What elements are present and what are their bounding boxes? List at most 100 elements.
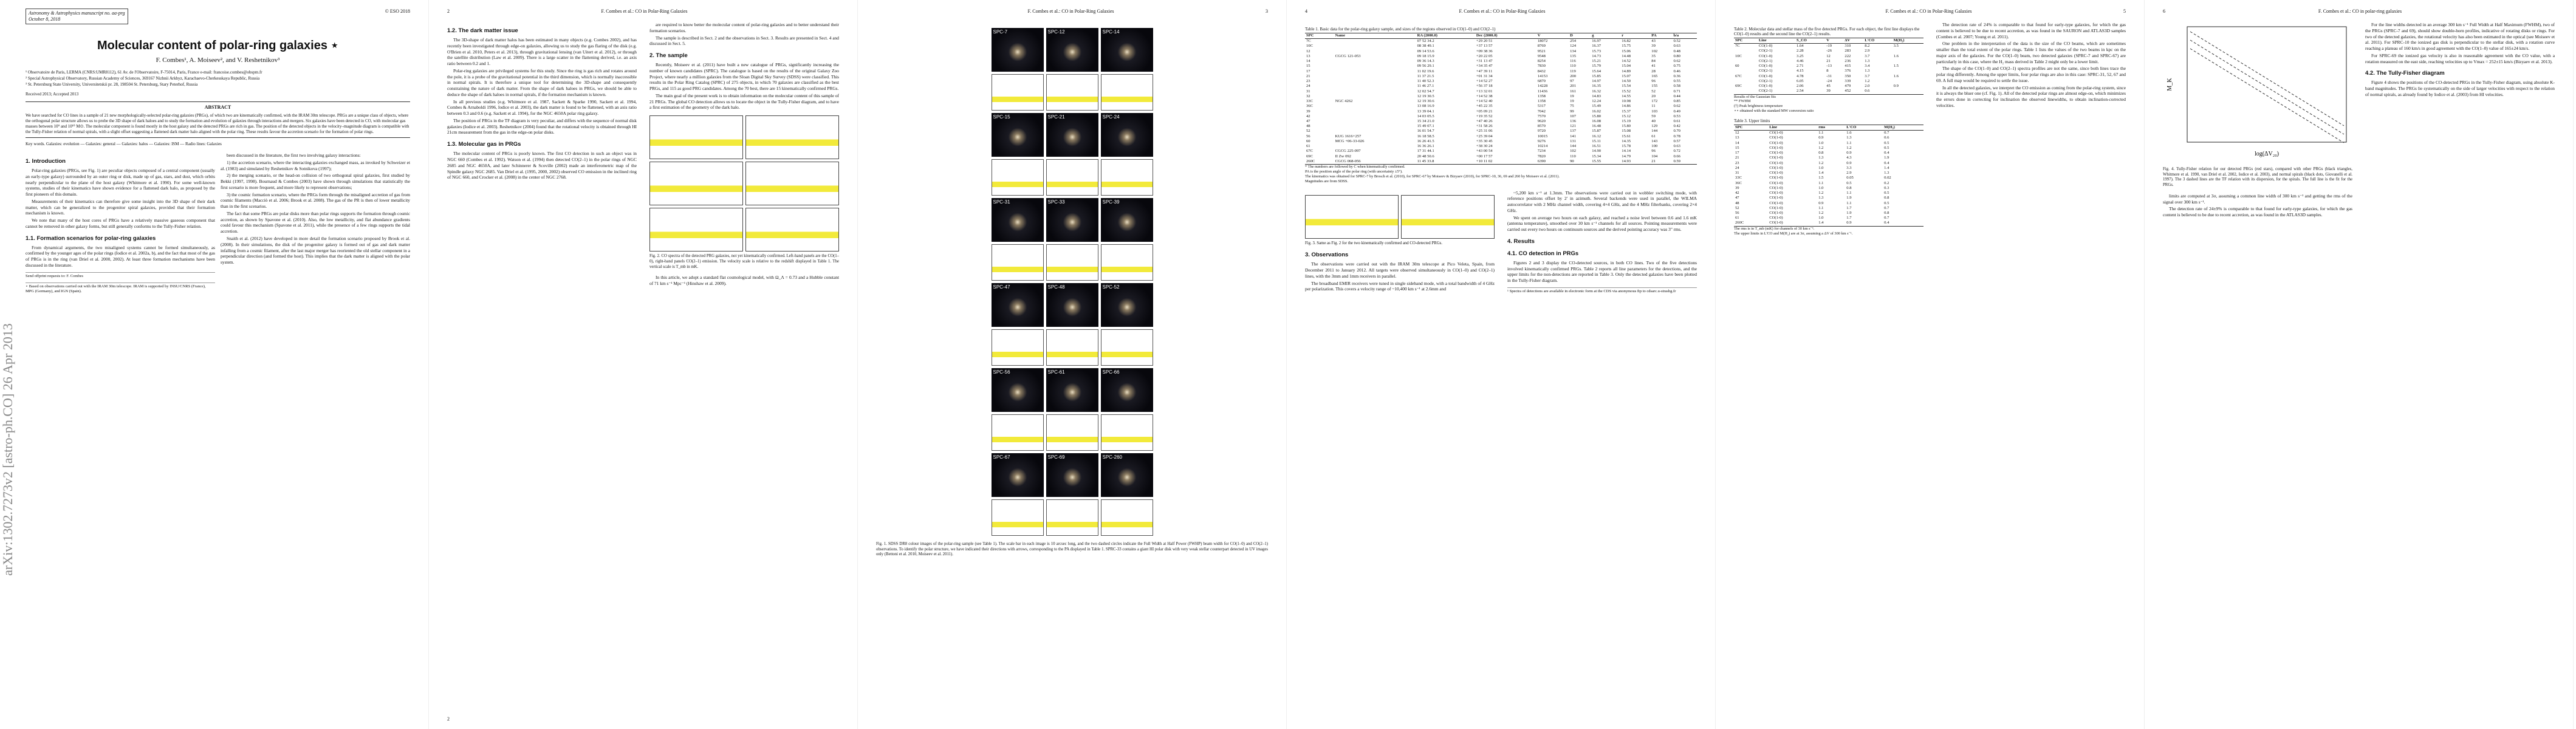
table-cell: 172 bbox=[1651, 99, 1658, 104]
spectrum-panel bbox=[1100, 414, 1153, 451]
table-cell: 24 bbox=[1735, 165, 1739, 170]
table-row: 56 KUG 1616+257 16 18 58.5 +25 39 04 10015 14… bbox=[1305, 134, 1697, 139]
column-header: r bbox=[1622, 33, 1624, 38]
table-row: 21 11 37 21.5 +01 31 34 14153 200 15.85 15.07 1… bbox=[1305, 74, 1697, 79]
table-cell: 1.3 bbox=[1818, 156, 1824, 160]
table-cell: 7830 bbox=[1537, 64, 1546, 69]
table-cell: 15.04 bbox=[1622, 64, 1631, 69]
table-cell: 200 bbox=[1570, 74, 1576, 78]
table-cell: 2.54 bbox=[1797, 89, 1804, 94]
column: For the line widths detected in an avera… bbox=[2365, 22, 2555, 219]
panel-label: SPC-21 bbox=[1047, 114, 1065, 120]
table-cell: 19 bbox=[1570, 94, 1574, 98]
table-cell: 6.05 bbox=[1797, 78, 1804, 83]
table-cell: 1.1 bbox=[1846, 140, 1852, 145]
panel-label: SPC-66 bbox=[1102, 369, 1120, 375]
table-cell: 0.9 bbox=[1846, 160, 1852, 165]
table-cell: 14.48 bbox=[1622, 53, 1631, 58]
table-cell: 0.7 bbox=[1884, 131, 1889, 135]
table-cell: 32 bbox=[1306, 94, 1310, 98]
table-row: 7C CO(1-0) 1.64 -19 310 8.2 3.5 bbox=[1734, 44, 1923, 49]
column-header: D bbox=[1570, 33, 1573, 38]
table-cell: 1.4 bbox=[1884, 165, 1889, 170]
table-cell: 15 bbox=[1735, 145, 1739, 150]
table-cell: +05 09 21 bbox=[1476, 109, 1493, 114]
table-cell: 1.0 bbox=[1818, 185, 1824, 190]
table-note: Magnitudes are from SDSS. bbox=[1305, 179, 1349, 183]
table-cell: 339 bbox=[1845, 78, 1851, 83]
table-cell: 9620 bbox=[1537, 118, 1546, 123]
table-cell: CO(1-0) bbox=[1769, 171, 1783, 176]
table-cell: 11 bbox=[1651, 104, 1656, 109]
spectrum-panel bbox=[745, 115, 839, 160]
table-row: 33C CO(1-0) 1.5 0.05 0.02 bbox=[1734, 176, 1923, 180]
section-heading: 4.1. CO detection in PRGs bbox=[1507, 250, 1579, 257]
table-row: 23 11 40 52.3 +14 52 27 6870 97 14.97 14.50 96 0… bbox=[1305, 79, 1697, 84]
table-cell: 09 14 53.6 bbox=[1417, 49, 1434, 53]
table-cell bbox=[1334, 59, 1416, 64]
table-cell: CO(1-0) bbox=[1769, 200, 1783, 205]
table-cell: +35 30 45 bbox=[1476, 139, 1493, 143]
column-header: S_CO bbox=[1797, 38, 1807, 43]
table-cell: 40 bbox=[1651, 118, 1656, 123]
table-row: 67C CGCG 225-097 17 31 44.1 +43 00 54 7234 10… bbox=[1305, 149, 1697, 154]
table-cell: 2.06 bbox=[1797, 84, 1804, 89]
table-cell: 4.3 bbox=[1846, 156, 1852, 160]
panel-label: SPC-14 bbox=[1102, 29, 1120, 35]
table-cell: 1.2 bbox=[1818, 211, 1824, 215]
table-cell bbox=[1734, 59, 1758, 64]
table-cell bbox=[1893, 49, 1923, 53]
paragraph: For SPRC-69 the ionized gas velocity is … bbox=[2365, 52, 2555, 64]
table-cell: CO(1-0) bbox=[1769, 151, 1783, 156]
table-cell: 14228 bbox=[1537, 84, 1548, 89]
table-cell: 16 01 54.7 bbox=[1417, 129, 1434, 134]
table-cell: 1.64 bbox=[1797, 44, 1804, 49]
table-cell: 102 bbox=[1651, 49, 1658, 53]
table-cell: 14.90 bbox=[1592, 149, 1601, 154]
table-cell: 96 bbox=[1651, 79, 1656, 84]
spectrum-panel bbox=[991, 329, 1044, 366]
table-row: 10C 08 38 49.1 +37 13 57 8769 124 16.37 15.75 3… bbox=[1305, 44, 1697, 49]
paragraph: The 3D-shape of dark matter halos has be… bbox=[447, 37, 637, 67]
table-cell: CO(1-0) bbox=[1769, 221, 1783, 225]
paragraph: Figure 4 shows the positions of the CO-d… bbox=[2365, 80, 2555, 97]
table-cell: 16.82 bbox=[1622, 39, 1631, 44]
table-row: CO(2-1) 4.46 21 236 1.3 bbox=[1734, 59, 1923, 64]
columns: Fig. 3. Same as Fig. 2 for the two kinem… bbox=[1305, 190, 1697, 295]
table-cell: 11 37 21.5 bbox=[1417, 74, 1434, 78]
table-cell: CO(1-0) bbox=[1769, 185, 1783, 190]
table-cell: 15.21 bbox=[1592, 59, 1601, 64]
panel-label: SPC-33 bbox=[1047, 199, 1065, 205]
table-cell: 14.79 bbox=[1622, 154, 1631, 159]
x-axis-label: log(ΔV₂₀) bbox=[2255, 151, 2279, 157]
table-cell: 19 bbox=[1570, 99, 1574, 104]
table-cell: 15.80 bbox=[1622, 124, 1631, 129]
table-cell: 47 bbox=[1306, 118, 1310, 123]
table-row: 14 CO(1-0) 1.0 1.1 0.5 bbox=[1734, 141, 1923, 146]
paragraph: limits are computed at 3σ, assuming a co… bbox=[2163, 193, 2352, 205]
table-cell: 141 bbox=[1570, 134, 1576, 139]
table-cell bbox=[1334, 74, 1416, 79]
table-cell: 0.52 bbox=[1673, 39, 1680, 44]
table-cell: 0.63 bbox=[1673, 44, 1680, 49]
column: The detection rate of 24% is comparable … bbox=[1936, 22, 2126, 236]
column: Table 2. Molecular data and stellar mass… bbox=[1734, 22, 1923, 236]
table-cell: 1.1 bbox=[1818, 205, 1824, 210]
table-cell: 1.2 bbox=[1818, 191, 1824, 196]
table-cell: CO(2-1) bbox=[1758, 58, 1773, 63]
table-cell: 8570 bbox=[1537, 124, 1546, 129]
table-cell: 42 bbox=[1306, 114, 1310, 118]
table-cell: 350 bbox=[1845, 74, 1851, 78]
table-cell: +20 22 05 bbox=[1476, 53, 1493, 58]
table-cell: 8432 bbox=[1537, 69, 1546, 74]
paragraph: 1) the accretion scenario, where the int… bbox=[221, 159, 410, 171]
table-row: 17 CO(1-0) 0.8 0.9 0.4 bbox=[1734, 151, 1923, 156]
table-row: 47 CO(1-0) 1.3 1.9 0.8 bbox=[1734, 196, 1923, 200]
page-header: 6 F. Combes et al.: CO in polar-ring gala… bbox=[2163, 9, 2555, 22]
table-cell: 9276 bbox=[1537, 139, 1546, 143]
table-cell: 3.5 bbox=[1893, 44, 1899, 49]
table-row: 17 11 02 19.6 +47 39 11 8432 119 15.64 14.89 28… bbox=[1305, 69, 1697, 74]
table-cell: 6390 bbox=[1537, 159, 1546, 163]
spectrum-panel bbox=[1046, 244, 1098, 281]
